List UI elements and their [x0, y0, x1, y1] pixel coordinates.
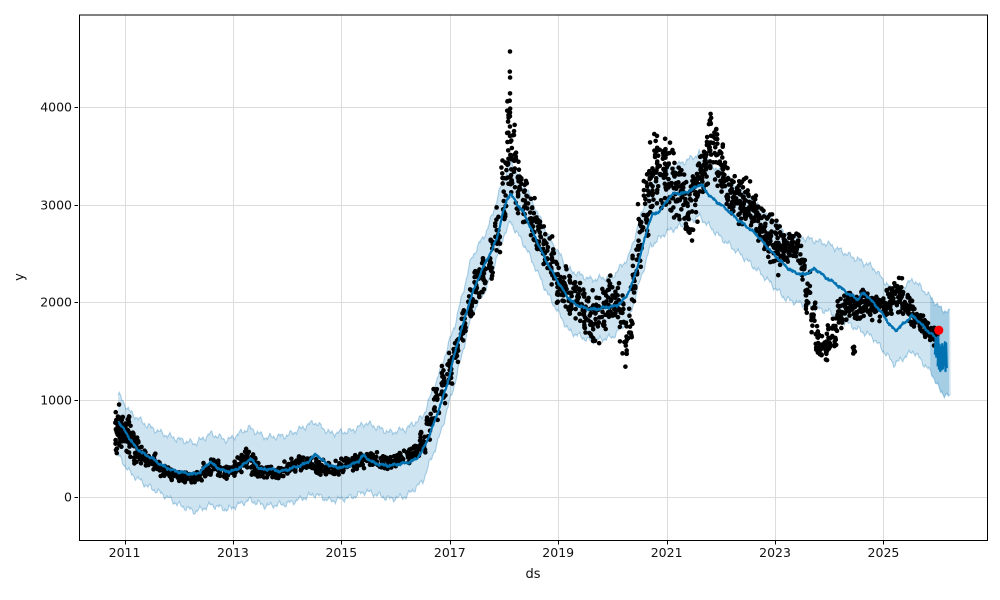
x-tick-label: 2015: [325, 545, 358, 560]
x-tick-label: 2011: [108, 545, 141, 560]
y-tick-label: 4000: [40, 99, 72, 115]
x-axis-label: ds: [525, 567, 541, 582]
y-tick-label: 0: [64, 489, 72, 505]
x-tick-label: 2025: [867, 545, 900, 560]
y-tick-label: 3000: [40, 197, 72, 213]
x-tick-label: 2017: [433, 545, 466, 560]
x-tick-label: 2021: [650, 545, 683, 560]
x-tick-label: 2019: [542, 545, 575, 560]
x-tick-label: 2023: [759, 545, 791, 560]
y-axis-label: y: [12, 273, 28, 281]
y-tick-label: 2000: [40, 294, 72, 310]
y-tick-label: 1000: [40, 392, 72, 407]
x-tick-label: 2013: [217, 545, 249, 560]
